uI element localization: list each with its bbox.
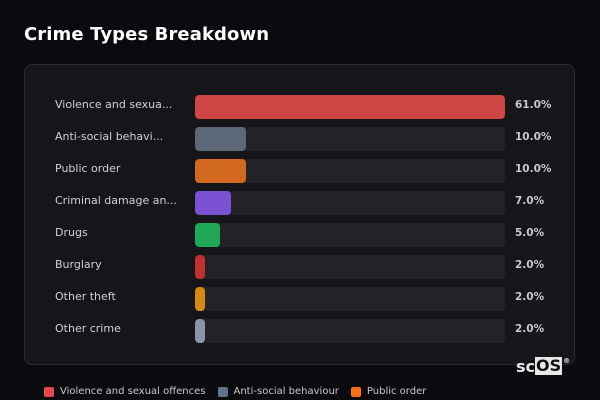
bar-track [195,159,505,183]
bar-label: Violence and sexua... [55,98,173,111]
bar-label: Other theft [55,290,116,303]
bar-track [195,95,505,119]
bar-value: 61.0% [515,99,552,111]
legend-label: Anti-social behaviour [233,386,339,397]
bar-label: Drugs [55,226,88,239]
chart-panel: Violence and sexua... 61.0% Anti-social be… [24,64,575,365]
bar-value: 2.0% [515,259,545,271]
bar-value: 2.0% [515,291,545,303]
bar-track [195,127,505,151]
bar-value: 10.0% [515,163,552,175]
legend-item[interactable]: Public order [350,386,427,397]
bar-label: Other crime [55,322,121,335]
bar-fill [195,223,221,247]
bar-track [195,287,505,311]
legend-label: Violence and sexual offences [60,386,206,397]
bar-row: Violence and sexua... 61.0% [25,95,574,119]
bar-label: Criminal damage an... [55,194,177,207]
bar-track [195,191,505,215]
legend-swatch-icon [44,386,54,397]
bar-track [195,223,505,247]
bar-fill [195,191,231,215]
logo-sc: sc [516,357,536,376]
bar-value: 2.0% [515,323,545,335]
bar-value: 5.0% [515,227,545,239]
bar-value: 10.0% [515,131,552,143]
bar-track [195,255,505,279]
bar-row: Other crime 2.0% [25,319,574,343]
bar-row: Public order 10.0% [25,159,574,183]
bar-row: Criminal damage an... 7.0% [25,191,574,215]
bar-label: Public order [55,162,121,175]
bar-fill [195,95,505,119]
bar-fill [195,255,206,279]
scos-logo: sc OS ® [516,356,571,377]
bar-fill [195,127,246,151]
legend-label: Public order [366,386,427,397]
legend-item[interactable]: Violence and sexual offences [44,386,206,397]
bar-row: Other theft 2.0% [25,287,574,311]
bar-track [195,319,505,343]
bar-label: Anti-social behavi... [55,130,164,143]
legend-swatch-icon [350,386,361,397]
legend-swatch-icon [217,386,228,397]
bar-value: 7.0% [515,195,545,207]
bar-fill [195,159,246,183]
bar-row: Drugs 5.0% [25,223,574,247]
bar-label: Burglary [55,258,102,271]
bar-fill [195,287,206,311]
bar-row: Burglary 2.0% [25,255,574,279]
chart-legend: Violence and sexual offences Anti-social … [44,386,426,397]
chart-title: Crime Types Breakdown [24,24,270,45]
bar-fill [195,319,206,343]
logo-os: OS [535,356,563,375]
bar-row: Anti-social behavi... 10.0% [25,127,574,151]
registered-mark: ® [563,357,571,365]
legend-item[interactable]: Anti-social behaviour [217,386,339,397]
